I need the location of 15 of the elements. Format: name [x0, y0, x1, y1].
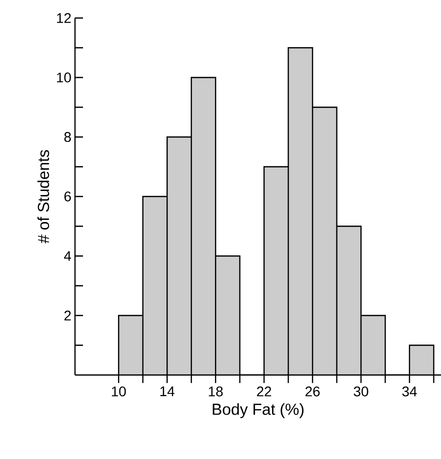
x-tick-label: 34	[402, 386, 417, 396]
y-tick-label: 2	[64, 310, 71, 320]
x-tick-label: 22	[257, 386, 272, 396]
y-tick-label: 12	[57, 13, 71, 23]
y-tick-label: 8	[64, 132, 71, 142]
x-tick-label: 26	[305, 386, 320, 396]
y-axis-title: # of Students	[37, 150, 50, 244]
x-tick-label: 10	[112, 386, 126, 396]
x-axis-title: Body Fat (%)	[212, 403, 304, 418]
x-tick-label: 14	[160, 386, 174, 396]
x-tick-label: 18	[208, 386, 223, 396]
y-tick-label: 4	[64, 251, 72, 261]
y-tick-label: 6	[64, 192, 71, 202]
y-tick-label: 10	[57, 72, 71, 82]
x-tick-label: 30	[354, 386, 368, 396]
